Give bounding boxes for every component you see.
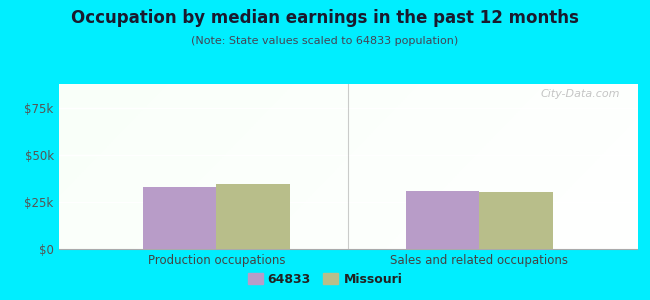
Bar xyxy=(479,192,553,249)
Bar xyxy=(142,187,216,249)
Bar xyxy=(216,184,290,249)
Text: City-Data.com: City-Data.com xyxy=(540,89,619,99)
Text: Occupation by median earnings in the past 12 months: Occupation by median earnings in the pas… xyxy=(71,9,579,27)
Text: (Note: State values scaled to 64833 population): (Note: State values scaled to 64833 popu… xyxy=(191,36,459,46)
Bar xyxy=(406,190,479,249)
Legend: 64833, Missouri: 64833, Missouri xyxy=(242,268,408,291)
